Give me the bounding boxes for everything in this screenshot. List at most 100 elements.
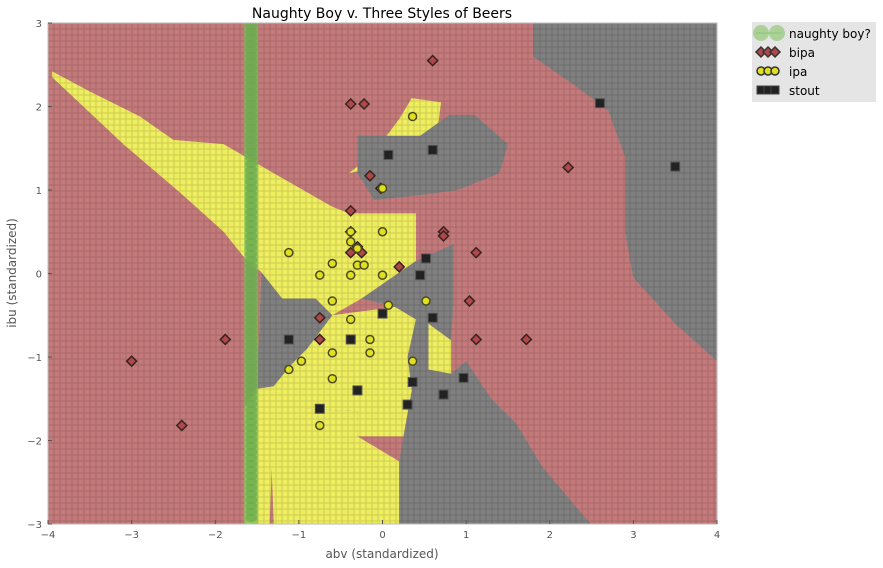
naughty-boy-marker xyxy=(245,448,258,456)
x-tick-label: −4 xyxy=(41,530,56,541)
point-bipa xyxy=(463,294,476,308)
point-bipa xyxy=(358,97,371,111)
point-bipa xyxy=(437,229,450,242)
naughty-boy-marker xyxy=(245,382,258,390)
x-tick-label: −3 xyxy=(124,530,139,541)
point-bipa xyxy=(175,419,188,432)
point-ipa xyxy=(377,270,388,280)
point-ipa xyxy=(352,243,363,254)
point-stout xyxy=(458,372,469,383)
naughty-boy-marker xyxy=(245,64,258,72)
naughty-boy-marker xyxy=(245,316,258,324)
naughty-boy-marker xyxy=(245,238,258,246)
naughty-boy-marker xyxy=(245,232,258,240)
naughty-boy-marker xyxy=(245,142,258,150)
y-tick-label: 2 xyxy=(36,103,42,114)
naughty-boy-marker xyxy=(245,136,258,144)
point-stout xyxy=(345,334,356,345)
point-ipa xyxy=(345,227,356,237)
point-ipa xyxy=(407,356,418,366)
naughty-boy-marker xyxy=(245,406,258,414)
naughty-boy-marker xyxy=(245,292,258,300)
naughty-boy-marker xyxy=(245,424,258,432)
naughty-boy-marker xyxy=(245,244,258,252)
legend-label-ipa: ipa xyxy=(789,65,807,79)
naughty-boy-marker xyxy=(245,196,258,204)
point-stout xyxy=(407,377,418,388)
x-tick-label: −2 xyxy=(208,530,223,541)
naughty-boy-marker xyxy=(245,262,258,270)
naughty-boy-marker xyxy=(245,430,258,438)
naughty-boy-marker xyxy=(245,388,258,396)
legend-entry-stout: stout xyxy=(756,84,820,98)
naughty-boy-marker xyxy=(245,412,258,420)
point-ipa xyxy=(327,258,338,269)
naughty-boy-marker xyxy=(245,490,258,498)
naughty-boy-marker xyxy=(245,23,258,30)
point-ipa xyxy=(365,334,375,345)
naughty-boy-marker xyxy=(245,76,258,84)
naughty-boy-marker xyxy=(245,82,258,90)
naughty-boy-marker xyxy=(245,400,258,408)
naughty-boy-marker xyxy=(245,100,258,108)
y-tick-label: 0 xyxy=(36,270,42,281)
point-ipa xyxy=(407,111,418,122)
legend: naughty boy? bipa ipa stout xyxy=(752,22,876,102)
naughty-boy-marker xyxy=(245,166,258,174)
chart-title: Naughty Boy v. Three Styles of Beers xyxy=(252,6,512,22)
naughty-boy-marker xyxy=(245,274,258,282)
point-ipa xyxy=(383,300,394,310)
point-ipa xyxy=(377,227,388,237)
naughty-boy-marker xyxy=(245,160,258,168)
naughty-boy-marker xyxy=(245,310,258,318)
y-tick-label: −2 xyxy=(27,437,42,448)
naughty-boy-marker xyxy=(245,280,258,288)
legend-entry-ipa: ipa xyxy=(756,65,807,79)
naughty-boy-marker xyxy=(245,304,258,312)
naughty-boy-marker xyxy=(245,190,258,198)
point-bipa xyxy=(344,204,357,217)
naughty-boy-marker xyxy=(245,148,258,156)
legend-label-stout: stout xyxy=(789,84,820,98)
x-tick-label: 3 xyxy=(630,530,636,541)
naughty-boy-marker xyxy=(245,508,258,516)
point-ipa xyxy=(345,314,356,325)
point-ipa xyxy=(315,420,325,431)
point-stout xyxy=(420,253,431,264)
naughty-boy-marker xyxy=(245,334,258,342)
naughty-boy-marker xyxy=(245,208,258,216)
naughty-boy-marker xyxy=(245,454,258,462)
naughty-boy-marker xyxy=(245,178,258,186)
naughty-boy-band xyxy=(244,23,259,524)
point-ipa xyxy=(345,270,356,280)
point-bipa xyxy=(562,161,575,174)
point-stout xyxy=(594,98,605,109)
point-stout xyxy=(377,308,388,319)
data-points xyxy=(125,54,681,432)
naughty-boy-marker xyxy=(245,298,258,306)
point-stout xyxy=(314,403,325,414)
point-bipa xyxy=(426,54,439,67)
point-ipa xyxy=(296,356,307,366)
point-stout xyxy=(415,270,426,281)
point-ipa xyxy=(284,247,294,258)
naughty-boy-marker xyxy=(245,478,258,486)
y-tick-label: −1 xyxy=(27,353,42,364)
legend-label-bipa: bipa xyxy=(789,46,815,60)
point-bipa xyxy=(125,355,138,368)
naughty-boy-marker xyxy=(245,220,258,228)
point-bipa xyxy=(393,260,406,273)
naughty-boy-marker xyxy=(245,154,258,162)
naughty-boy-marker xyxy=(245,250,258,258)
point-stout xyxy=(438,389,449,400)
point-ipa xyxy=(365,348,375,358)
point-ipa xyxy=(327,348,338,358)
naughty-boy-marker xyxy=(245,94,258,102)
point-ipa xyxy=(284,364,294,375)
point-stout xyxy=(670,161,681,172)
naughty-boy-marker xyxy=(245,352,258,360)
naughty-boy-marker xyxy=(245,112,258,120)
naughty-boy-marker xyxy=(245,394,258,402)
